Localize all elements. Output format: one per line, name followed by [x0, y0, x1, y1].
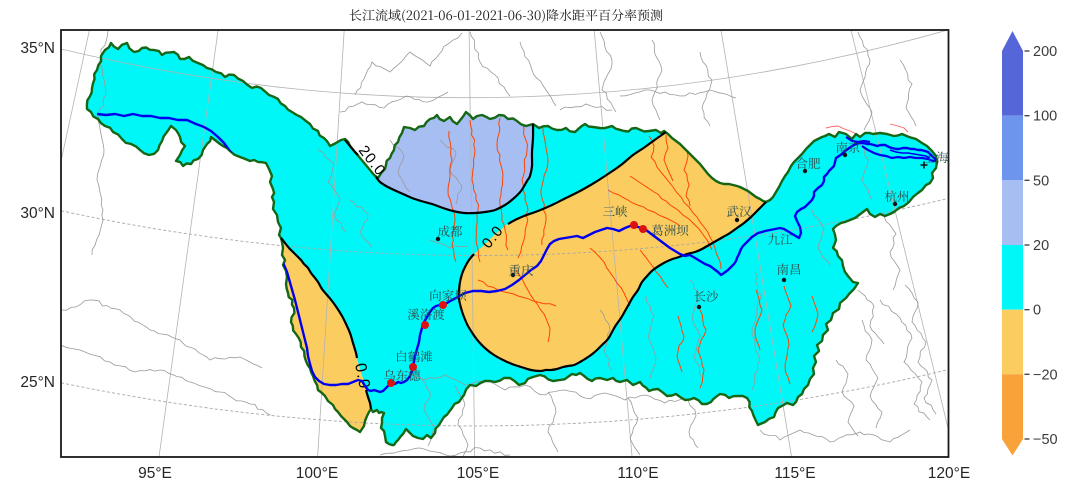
- svg-text:−20: −20: [1033, 367, 1058, 383]
- svg-text:−50: −50: [1033, 432, 1058, 448]
- svg-text:120°E: 120°E: [928, 465, 970, 482]
- svg-text:100°E: 100°E: [296, 465, 338, 482]
- svg-text:0: 0: [1033, 303, 1041, 319]
- svg-text:110°E: 110°E: [617, 465, 658, 482]
- svg-text:20: 20: [1033, 238, 1049, 254]
- svg-text:30°N: 30°N: [20, 205, 55, 222]
- svg-text:25°N: 25°N: [20, 374, 55, 391]
- svg-text:115°E: 115°E: [774, 465, 815, 482]
- svg-text:50: 50: [1033, 173, 1049, 189]
- svg-text:200: 200: [1033, 44, 1057, 60]
- svg-text:0.0: 0.0: [351, 362, 373, 392]
- svg-text:100: 100: [1033, 109, 1057, 125]
- svg-text:105°E: 105°E: [457, 465, 499, 482]
- svg-text:95°E: 95°E: [138, 465, 172, 482]
- svg-text:35°N: 35°N: [20, 40, 55, 57]
